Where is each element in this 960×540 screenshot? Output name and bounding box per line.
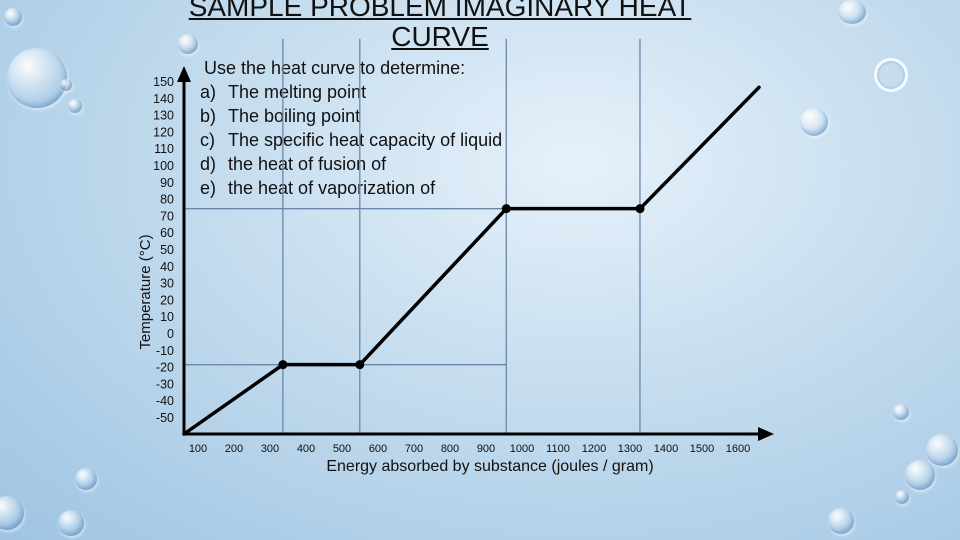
y-tick-label: 70	[160, 209, 174, 223]
x-tick-label: 1500	[690, 443, 714, 455]
heating-curve-line	[182, 85, 761, 436]
question-text: The specific heat capacity of liquid	[228, 130, 503, 150]
y-tick-label: 130	[153, 109, 174, 123]
x-tick-label: 600	[369, 443, 387, 455]
x-axis-label: Energy absorbed by substance (joules / g…	[326, 458, 653, 475]
x-tick-label: 300	[261, 443, 279, 455]
water-droplet-decoration	[800, 108, 828, 136]
y-axis-label: Temperature (°C)	[137, 234, 154, 349]
y-tick-label: -50	[156, 411, 174, 425]
y-tick-label: 10	[160, 310, 174, 324]
water-droplet-decoration	[4, 8, 22, 26]
water-droplet-decoration	[178, 34, 198, 54]
y-tick-labels: 1501401301201101009080706050403020100-10…	[153, 75, 174, 425]
data-point-marker	[635, 204, 645, 214]
water-droplet-decoration	[838, 0, 866, 24]
water-droplet-decoration	[75, 468, 97, 490]
y-tick-label: 40	[160, 260, 174, 274]
water-droplet-decoration	[68, 99, 82, 113]
y-tick-label: 110	[154, 142, 174, 156]
x-tick-label: 1300	[618, 443, 642, 455]
x-tick-label: 1400	[654, 443, 678, 455]
water-droplet-decoration	[893, 404, 909, 420]
water-droplet-decoration	[905, 460, 935, 490]
water-droplet-decoration	[926, 434, 958, 466]
question-letter: e)	[200, 178, 217, 198]
water-droplet-decoration	[828, 508, 854, 534]
x-tick-label: 700	[405, 443, 423, 455]
water-droplet-decoration	[7, 48, 67, 108]
question-letter: b)	[200, 106, 217, 126]
question-item: c) The specific heat capacity of liquid	[200, 128, 502, 152]
y-tick-label: 140	[153, 92, 174, 106]
axes	[177, 66, 774, 441]
question-letter: a)	[200, 82, 217, 102]
page-title: SAMPLE PROBLEM IMAGINARY HEAT CURVE	[188, 0, 692, 52]
x-tick-label: 800	[441, 443, 459, 455]
data-point-marker	[501, 204, 511, 214]
data-point-marker	[278, 360, 288, 370]
data-point-marker	[355, 360, 365, 370]
y-tick-label: 60	[160, 226, 174, 240]
y-tick-label: 90	[160, 176, 174, 190]
question-text: the heat of fusion of	[228, 154, 387, 174]
question-text: The boiling point	[228, 106, 361, 126]
x-tick-label: 1200	[582, 443, 606, 455]
y-tick-label: -30	[156, 377, 174, 391]
y-tick-label: 50	[160, 243, 174, 257]
x-tick-label: 1600	[726, 443, 750, 455]
y-tick-label: -40	[156, 394, 174, 408]
x-tick-label: 1100	[546, 443, 570, 455]
x-axis-arrowhead	[758, 427, 774, 441]
y-tick-label: 0	[167, 327, 174, 341]
water-droplet-decoration	[60, 79, 72, 91]
y-tick-label: 150	[153, 75, 174, 89]
question-text: The melting point	[228, 82, 367, 102]
x-tick-label: 1000	[510, 443, 534, 455]
instructions-block: Use the heat curve to determine: a) The m…	[200, 56, 502, 200]
x-tick-label: 900	[477, 443, 495, 455]
x-tick-label: 500	[333, 443, 351, 455]
question-item: d) the heat of fusion of	[200, 152, 502, 176]
markers	[278, 204, 645, 370]
y-tick-label: 100	[153, 159, 174, 173]
y-tick-label: -20	[156, 361, 174, 375]
y-axis-arrowhead	[177, 66, 191, 82]
question-item: b) The boiling point	[200, 104, 502, 128]
water-ring-decoration	[874, 58, 908, 92]
question-letter: c)	[200, 130, 215, 150]
water-droplet-decoration	[58, 510, 84, 536]
water-droplet-decoration	[895, 490, 909, 504]
question-text: the heat of vaporization of	[228, 178, 436, 198]
x-tick-label: 400	[297, 443, 315, 455]
question-item: a) The melting point	[200, 80, 502, 104]
question-list: a) The melting point b) The boiling point …	[200, 80, 502, 200]
y-tick-label: 80	[160, 193, 174, 207]
x-tick-label: 100	[189, 443, 207, 455]
y-tick-label: 120	[153, 125, 174, 139]
instructions-lead: Use the heat curve to determine:	[204, 58, 466, 78]
series	[182, 85, 761, 436]
x-tick-label: 200	[225, 443, 243, 455]
question-letter: d)	[200, 154, 217, 174]
y-tick-label: 20	[160, 293, 174, 307]
reference-lines	[184, 38, 641, 434]
y-tick-label: 30	[160, 277, 174, 291]
y-tick-label: -10	[156, 344, 174, 358]
x-tick-labels: 100 200 300 400 500 600 700 800 900 1000 1100 1200 1…	[189, 443, 750, 455]
question-item: e) the heat of vaporization of	[200, 176, 502, 200]
